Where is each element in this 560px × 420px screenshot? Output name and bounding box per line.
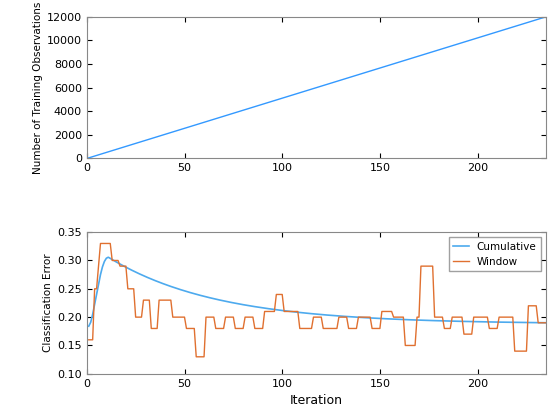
Cumulative: [85, 324, 92, 329]
Cumulative: [474, 319, 481, 324]
Y-axis label: Number of Training Observations: Number of Training Observations: [32, 1, 43, 174]
Cumulative: [543, 320, 549, 325]
Window: [107, 241, 114, 246]
Window: [214, 326, 221, 331]
Window: [85, 337, 92, 342]
Line: Window: Window: [88, 244, 546, 357]
Window: [452, 315, 459, 320]
Cumulative: [212, 297, 219, 302]
Legend: Cumulative, Window: Cumulative, Window: [449, 237, 541, 271]
Line: Cumulative: Cumulative: [88, 257, 546, 326]
Window: [543, 320, 549, 326]
Cumulative: [262, 306, 268, 311]
Window: [97, 241, 104, 246]
Cumulative: [107, 256, 114, 261]
Window: [347, 326, 354, 331]
Window: [476, 315, 483, 320]
Cumulative: [451, 319, 458, 324]
Y-axis label: Classification Error: Classification Error: [43, 254, 53, 352]
Cumulative: [105, 255, 111, 260]
Cumulative: [346, 314, 352, 319]
Window: [193, 354, 199, 360]
Window: [263, 309, 270, 314]
X-axis label: Iteration: Iteration: [290, 394, 343, 407]
